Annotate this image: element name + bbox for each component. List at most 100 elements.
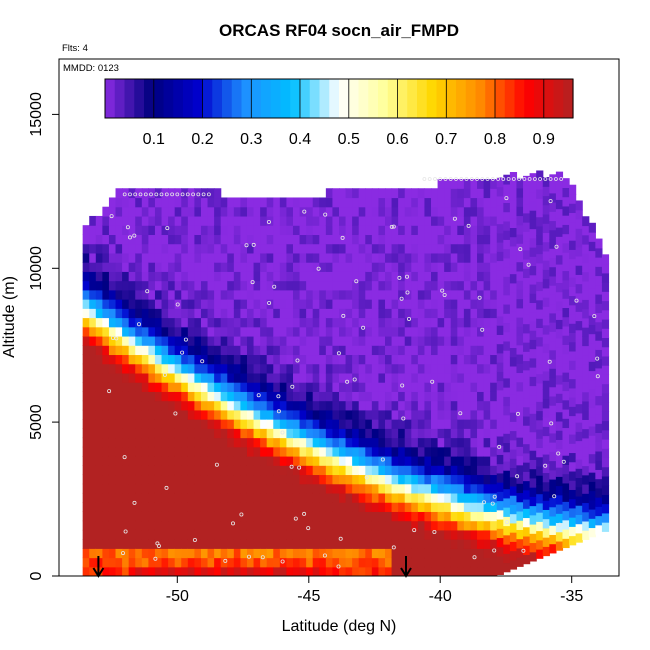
heatmap-cell bbox=[371, 455, 380, 466]
heatmap-cell bbox=[509, 190, 518, 201]
heatmap-cell bbox=[273, 271, 281, 282]
heatmap-cell bbox=[227, 511, 235, 522]
heatmap-cell bbox=[417, 225, 426, 236]
heatmap-cell bbox=[450, 289, 458, 300]
heatmap-cell bbox=[115, 206, 123, 217]
heatmap-cell bbox=[509, 550, 518, 561]
sample-point bbox=[490, 501, 495, 506]
heatmap-cell bbox=[411, 391, 419, 402]
heatmap-cell bbox=[601, 429, 610, 440]
heatmap-cell bbox=[470, 511, 478, 522]
heatmap-cell bbox=[122, 317, 130, 328]
heatmap-cell bbox=[339, 215, 347, 226]
heatmap-cell bbox=[306, 437, 314, 448]
heatmap-cell bbox=[246, 400, 255, 411]
heatmap-cell bbox=[411, 511, 419, 522]
heatmap-cell bbox=[437, 382, 445, 392]
sample-point bbox=[132, 233, 137, 238]
heatmap-cell bbox=[339, 502, 347, 512]
heatmap-cell bbox=[319, 206, 327, 217]
heatmap-cell bbox=[286, 308, 294, 319]
colorbar-swatch bbox=[358, 79, 369, 118]
heatmap-cell bbox=[601, 457, 610, 468]
sample-point bbox=[162, 372, 167, 377]
heatmap-cell bbox=[253, 474, 261, 485]
heatmap-cell bbox=[187, 557, 195, 568]
sample-point bbox=[244, 243, 249, 248]
heatmap-cell bbox=[345, 280, 353, 291]
heatmap-cell bbox=[523, 332, 531, 343]
heatmap-cell bbox=[398, 197, 406, 208]
heatmap-cell bbox=[174, 566, 182, 576]
heatmap-cell bbox=[463, 511, 472, 522]
heatmap-cell bbox=[424, 391, 432, 402]
heatmap-cell bbox=[496, 565, 504, 575]
heatmap-cell bbox=[95, 400, 103, 411]
heatmap-cell bbox=[569, 378, 577, 389]
heatmap-cell bbox=[332, 252, 340, 263]
colorbar-swatch bbox=[504, 79, 516, 118]
heatmap-cell bbox=[115, 225, 123, 236]
heatmap-cell bbox=[562, 205, 570, 216]
heatmap-cell bbox=[108, 234, 117, 245]
heatmap-cell bbox=[319, 529, 327, 540]
heatmap-cell bbox=[266, 529, 274, 540]
heatmap-cell bbox=[187, 243, 195, 254]
heatmap-cell bbox=[306, 317, 314, 328]
heatmap-cell bbox=[431, 511, 439, 522]
heatmap-cell bbox=[233, 529, 242, 540]
heatmap-cell bbox=[503, 257, 511, 268]
heatmap-cell bbox=[200, 400, 209, 411]
heatmap-cell bbox=[523, 342, 531, 352]
heatmap-cell bbox=[595, 284, 603, 295]
heatmap-cell bbox=[299, 289, 307, 300]
heatmap-cell bbox=[187, 271, 195, 282]
heatmap-cell bbox=[450, 400, 458, 411]
heatmap-cell bbox=[95, 520, 103, 531]
heatmap-cell bbox=[135, 520, 143, 531]
heatmap-cell bbox=[154, 382, 163, 392]
heatmap-cell bbox=[542, 500, 550, 510]
colorbar-swatch bbox=[485, 79, 496, 118]
heatmap-cell bbox=[214, 492, 222, 503]
heatmap-cell bbox=[378, 419, 386, 429]
heatmap-cell bbox=[345, 492, 353, 503]
heatmap-cell bbox=[404, 428, 412, 439]
heatmap-cell bbox=[168, 354, 176, 365]
heatmap-cell bbox=[194, 511, 202, 522]
heatmap-cell bbox=[181, 382, 189, 392]
heatmap-cell bbox=[227, 197, 235, 208]
heatmap-cell bbox=[391, 271, 399, 282]
heatmap-cell bbox=[266, 326, 274, 337]
heatmap-cell bbox=[595, 340, 603, 350]
heatmap-cell bbox=[187, 234, 195, 245]
heatmap-cell bbox=[220, 419, 228, 429]
heatmap-cell bbox=[319, 308, 327, 319]
heatmap-cell bbox=[214, 326, 222, 337]
heatmap-cell bbox=[365, 271, 373, 282]
heatmap-cell bbox=[279, 234, 288, 245]
heatmap-cell bbox=[194, 289, 202, 300]
heatmap-cell bbox=[424, 363, 432, 374]
heatmap-cell bbox=[542, 204, 550, 215]
heatmap-cell bbox=[181, 197, 189, 208]
heatmap-cell bbox=[345, 372, 353, 383]
heatmap-cell bbox=[371, 437, 380, 448]
heatmap-cell bbox=[523, 517, 531, 528]
heatmap-cell bbox=[102, 206, 110, 217]
heatmap-cell bbox=[404, 474, 412, 485]
heatmap-cell bbox=[108, 262, 117, 272]
heatmap-cell bbox=[325, 548, 334, 559]
heatmap-cell bbox=[477, 335, 485, 346]
heatmap-cell bbox=[444, 400, 452, 411]
heatmap-cell bbox=[128, 188, 136, 199]
heatmap-cell bbox=[154, 566, 163, 576]
heatmap-cell bbox=[122, 529, 130, 540]
heatmap-cell bbox=[358, 437, 366, 448]
heatmap-cell bbox=[549, 358, 557, 369]
heatmap-cell bbox=[128, 520, 136, 531]
heatmap-cell bbox=[385, 326, 393, 337]
heatmap-cell bbox=[102, 511, 110, 522]
heatmap-cell bbox=[286, 474, 294, 485]
heatmap-cell bbox=[569, 212, 577, 223]
